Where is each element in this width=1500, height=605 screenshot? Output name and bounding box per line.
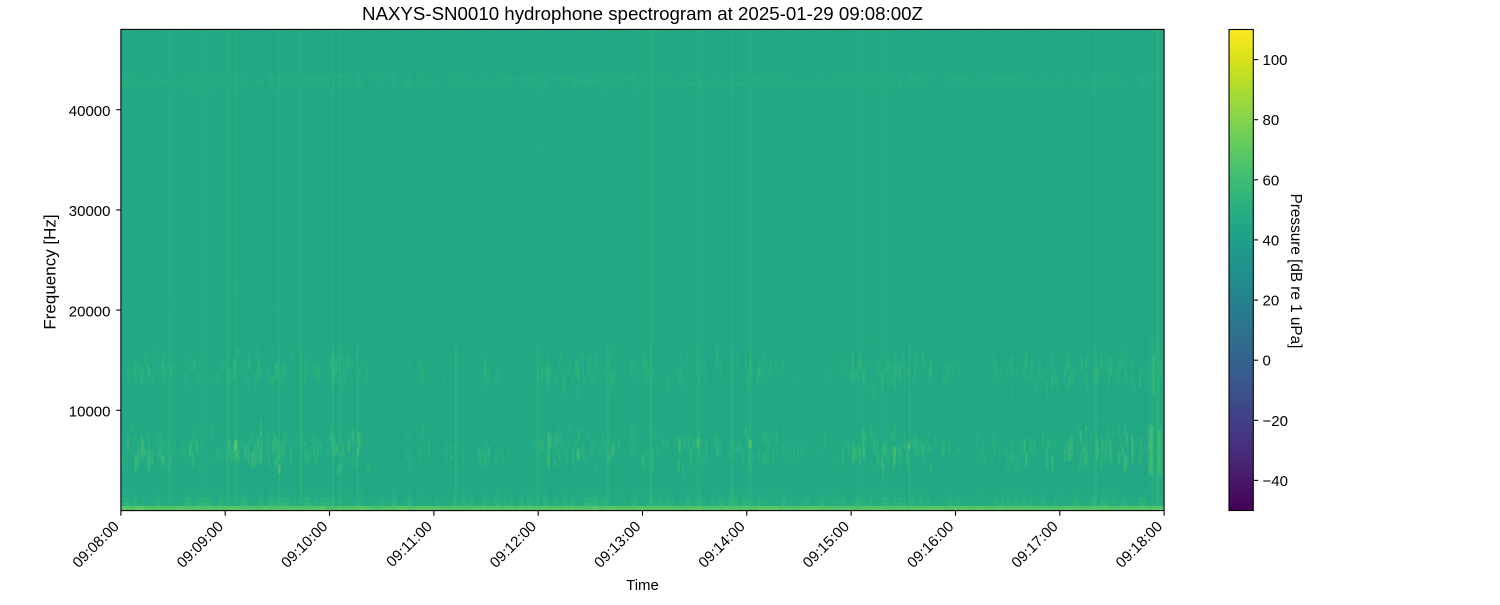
svg-text:30000: 30000 bbox=[69, 203, 111, 220]
svg-text:09:14:00: 09:14:00 bbox=[695, 518, 748, 571]
svg-text:09:16:00: 09:16:00 bbox=[904, 518, 957, 571]
svg-text:80: 80 bbox=[1263, 112, 1280, 129]
svg-text:Frequency [Hz]: Frequency [Hz] bbox=[41, 214, 60, 329]
svg-text:40000: 40000 bbox=[69, 103, 111, 120]
svg-text:10000: 10000 bbox=[69, 404, 111, 421]
svg-text:09:08:00: 09:08:00 bbox=[69, 518, 122, 571]
svg-text:60: 60 bbox=[1263, 172, 1280, 189]
svg-text:09:15:00: 09:15:00 bbox=[800, 518, 853, 571]
svg-text:09:09:00: 09:09:00 bbox=[174, 518, 227, 571]
svg-text:NAXYS-SN0010 hydrophone spectr: NAXYS-SN0010 hydrophone spectrogram at 2… bbox=[362, 3, 923, 24]
svg-text:09:11:00: 09:11:00 bbox=[383, 518, 436, 571]
svg-text:0: 0 bbox=[1263, 353, 1271, 370]
svg-text:Time: Time bbox=[626, 577, 659, 594]
svg-text:−40: −40 bbox=[1263, 473, 1288, 490]
svg-text:−20: −20 bbox=[1263, 413, 1288, 430]
svg-text:09:13:00: 09:13:00 bbox=[591, 518, 644, 571]
svg-text:Pressure [dB re 1 uPa]: Pressure [dB re 1 uPa] bbox=[1287, 194, 1304, 349]
svg-text:09:18:00: 09:18:00 bbox=[1113, 518, 1166, 571]
svg-text:09:10:00: 09:10:00 bbox=[278, 518, 331, 571]
svg-text:09:17:00: 09:17:00 bbox=[1008, 518, 1061, 571]
svg-text:40: 40 bbox=[1263, 232, 1280, 249]
svg-text:09:12:00: 09:12:00 bbox=[487, 518, 540, 571]
svg-text:20: 20 bbox=[1263, 293, 1280, 310]
svg-text:20000: 20000 bbox=[69, 303, 111, 320]
svg-text:100: 100 bbox=[1263, 52, 1288, 69]
